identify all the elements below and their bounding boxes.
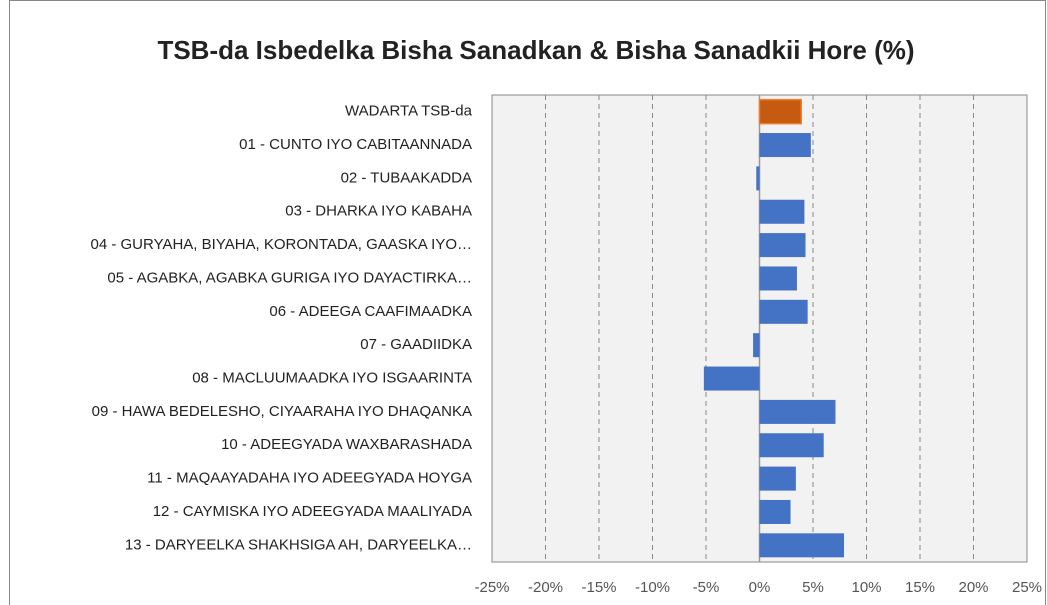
x-tick-label: -20% (528, 579, 563, 596)
y-tick-label: 13 - DARYEELKA SHAKHSIGA AH, DARYEELKA… (125, 536, 472, 553)
x-tick-label: -5% (693, 579, 720, 596)
bar (759, 533, 845, 558)
x-tick-label: -10% (635, 579, 670, 596)
bar (759, 233, 806, 258)
bar (703, 366, 760, 391)
y-tick-label: 07 - GAADIIDKA (360, 336, 472, 353)
chart-title: TSB-da Isbedelka Bisha Sanadkan & Bisha … (157, 35, 914, 65)
y-tick-label: WADARTA TSB-da (345, 103, 473, 120)
y-tick-label: 05 - AGABKA, AGABKA GURIGA IYO DAYACTIRK… (107, 269, 472, 286)
bar (759, 466, 796, 491)
x-tick-label: -25% (474, 579, 509, 596)
bar (759, 199, 805, 224)
y-tick-label: 03 - DHARKA IYO KABAHA (285, 203, 472, 220)
bar (759, 299, 808, 324)
x-tick-label: 25% (1012, 579, 1042, 596)
bar (759, 133, 811, 158)
y-tick-label: 09 - HAWA BEDELESHO, CIYAARAHA IYO DHAQA… (92, 403, 472, 420)
bar (759, 433, 824, 458)
y-tick-label: 10 - ADEEGYADA WAXBARASHADA (221, 436, 472, 453)
bar (759, 399, 836, 424)
y-tick-label: 02 - TUBAAKADDA (341, 169, 472, 186)
y-tick-label: 08 - MACLUUMAADKA IYO ISGAARINTA (192, 370, 472, 387)
y-tick-label: 11 - MAQAAYADAHA IYO ADEEGYADA HOYGA (147, 470, 472, 487)
y-tick-label: 06 - ADEEGA CAAFIMAADKA (269, 303, 472, 320)
x-tick-label: -15% (581, 579, 616, 596)
x-tick-label: 10% (851, 579, 881, 596)
x-tick-label: 5% (802, 579, 824, 596)
bar (759, 266, 797, 291)
bar (759, 499, 791, 524)
bar (756, 166, 760, 191)
y-tick-label: 04 - GURYAHA, BIYAHA, KORONTADA, GAASKA … (91, 236, 473, 253)
bar (753, 333, 760, 358)
x-tick-label: 0% (749, 579, 771, 596)
x-tick-label: 20% (958, 579, 988, 596)
bar (758, 98, 802, 125)
y-tick-label: 01 - CUNTO IYO CABITAANNADA (239, 136, 472, 153)
y-tick-label: 12 - CAYMISKA IYO ADEEGYADA MAALIYADA (153, 503, 472, 520)
x-tick-label: 15% (905, 579, 935, 596)
